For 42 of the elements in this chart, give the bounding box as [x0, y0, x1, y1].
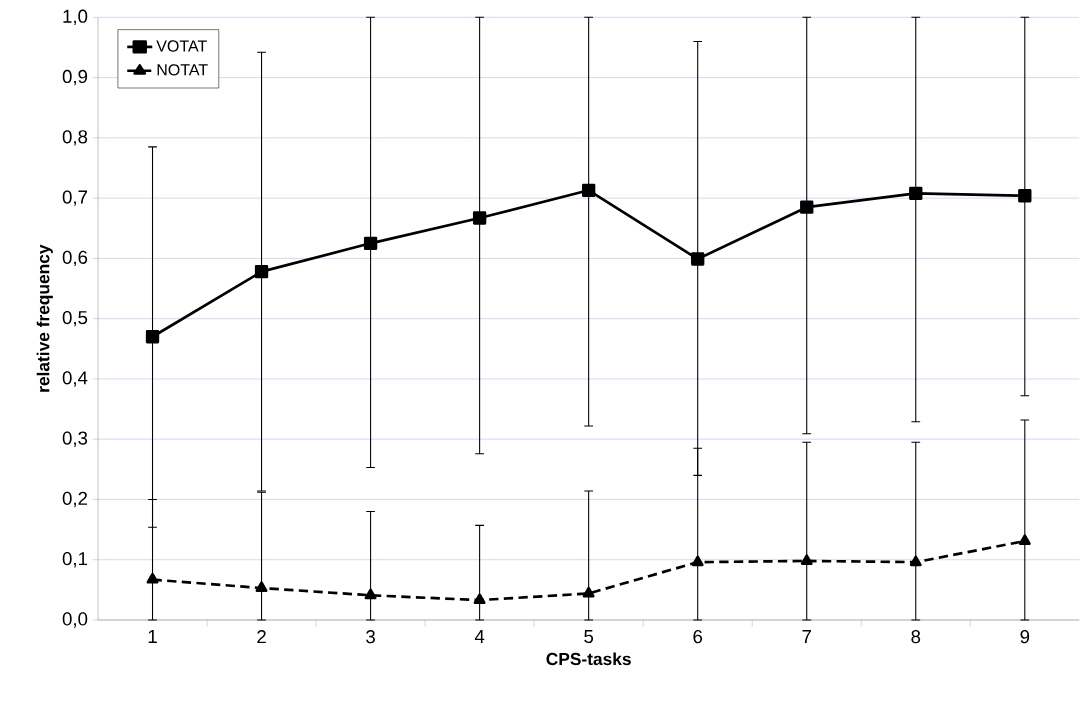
y-tick-label: 0,7 — [62, 190, 88, 206]
y-tick-label: 0,2 — [62, 491, 88, 508]
x-tick-label: 7 — [802, 630, 811, 643]
y-tick-label: 0,3 — [62, 431, 88, 447]
y-tick-label: 0,8 — [62, 130, 88, 146]
y-axis-title: relative frequency — [36, 244, 53, 392]
point — [800, 200, 814, 214]
point — [800, 554, 813, 565]
x-tick-label: 5 — [584, 630, 594, 644]
y-tick-label: 0,4 — [62, 371, 88, 387]
point — [254, 264, 269, 279]
point — [473, 593, 486, 605]
point — [582, 586, 595, 598]
point — [472, 211, 487, 225]
x-tick-label: 1 — [148, 630, 157, 643]
y-tick-label: 0,0 — [62, 612, 88, 628]
y-tick-label: 0,6 — [62, 250, 88, 267]
point — [1018, 189, 1032, 203]
x-tick-label: 8 — [911, 630, 921, 644]
x-tick-label: 6 — [693, 630, 703, 644]
x-tick-label: 4 — [474, 630, 485, 643]
point — [255, 581, 268, 593]
point — [909, 555, 922, 567]
x-axis-title: CPS-tasks — [546, 652, 631, 666]
point — [145, 330, 160, 344]
y-tick-label: 0,1 — [62, 552, 88, 568]
y-tick-label: 0,9 — [62, 69, 88, 86]
legend-label: NOTAT — [157, 64, 208, 76]
point — [691, 252, 705, 266]
legend-label: VOTAT — [156, 40, 207, 52]
x-tick-label: 2 — [257, 630, 266, 644]
point — [364, 588, 377, 600]
x-tick-label: 3 — [366, 630, 375, 644]
y-tick-label: 1,0 — [63, 9, 88, 26]
point — [581, 183, 596, 197]
point — [691, 555, 704, 567]
x-tick-label: 9 — [1020, 630, 1030, 644]
y-tick-label: 0,5 — [62, 310, 88, 327]
point — [909, 186, 923, 200]
point — [146, 572, 159, 584]
point — [1018, 534, 1031, 546]
point — [363, 236, 378, 251]
